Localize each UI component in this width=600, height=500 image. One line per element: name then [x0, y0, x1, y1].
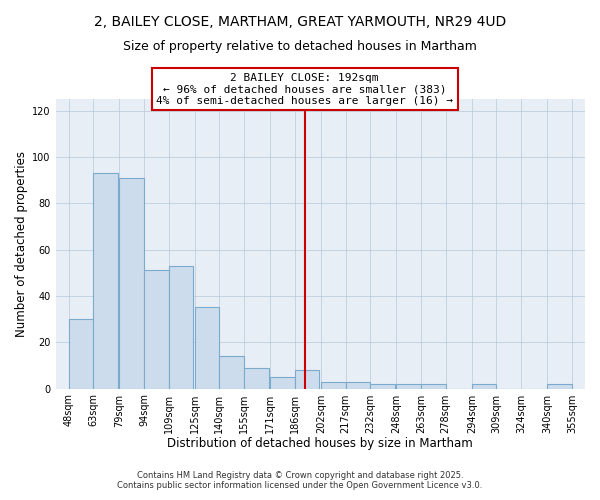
Text: Contains HM Land Registry data © Crown copyright and database right 2025.
Contai: Contains HM Land Registry data © Crown c…: [118, 470, 482, 490]
Text: Size of property relative to detached houses in Martham: Size of property relative to detached ho…: [123, 40, 477, 53]
Text: 2 BAILEY CLOSE: 192sqm
← 96% of detached houses are smaller (383)
4% of semi-det: 2 BAILEY CLOSE: 192sqm ← 96% of detached…: [156, 72, 453, 106]
Bar: [119, 178, 144, 388]
Bar: [244, 368, 269, 388]
Y-axis label: Number of detached properties: Number of detached properties: [15, 151, 28, 337]
Bar: [93, 173, 118, 388]
Bar: [321, 382, 346, 388]
Bar: [295, 370, 319, 388]
Bar: [220, 356, 244, 388]
Bar: [68, 319, 93, 388]
X-axis label: Distribution of detached houses by size in Martham: Distribution of detached houses by size …: [167, 437, 473, 450]
Bar: [144, 270, 169, 388]
Bar: [195, 308, 220, 388]
Bar: [270, 377, 295, 388]
Bar: [547, 384, 572, 388]
Bar: [397, 384, 421, 388]
Bar: [346, 382, 370, 388]
Bar: [169, 266, 193, 388]
Text: 2, BAILEY CLOSE, MARTHAM, GREAT YARMOUTH, NR29 4UD: 2, BAILEY CLOSE, MARTHAM, GREAT YARMOUTH…: [94, 15, 506, 29]
Bar: [472, 384, 496, 388]
Bar: [370, 384, 395, 388]
Bar: [421, 384, 446, 388]
